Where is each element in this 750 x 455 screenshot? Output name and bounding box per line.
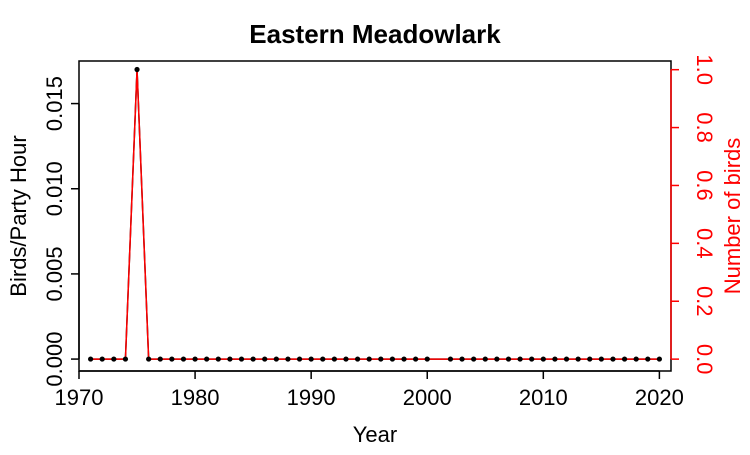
data-point [459,356,465,362]
x-tick-label: 1990 [287,385,336,410]
data-point [88,356,94,362]
data-point [122,356,129,362]
data-point [331,356,337,362]
data-point [215,356,221,362]
data-point [424,356,430,362]
data-point [320,356,326,362]
x-axis: 1970 1980 1990 2000 2010 2020 [55,370,684,410]
data-point [285,356,291,362]
y-tick-label-right: 0.2 [692,286,717,317]
data-point [366,356,372,362]
data-point [633,356,639,362]
data-point [180,356,187,362]
y-tick-label-left: 0.005 [42,246,67,301]
data-point [447,356,454,362]
data-point [517,356,523,362]
y-axis-label-left: Birds/Party Hour [6,135,31,296]
x-tick-label: 2010 [519,385,568,410]
y-axis-right: 0.0 0.2 0.4 0.6 0.8 1.0 [670,54,717,375]
y-tick-label-right: 0.8 [692,112,717,143]
data-point [575,356,581,362]
data-point [413,356,419,362]
y-tick-label-right: 0.6 [692,170,717,201]
data-point [482,356,488,362]
x-tick-label: 1970 [55,385,104,410]
series-line-number-of-birds [90,69,660,360]
data-point [308,356,314,362]
data-point [529,356,535,362]
data-point [273,356,279,362]
data-point [471,356,477,362]
data-point [645,356,651,362]
chart-title: Eastern Meadowlark [249,19,501,49]
y-tick-label-left: 0.015 [42,76,67,131]
data-point [610,356,616,362]
data-point [563,356,570,362]
y-tick-label-right: 1.0 [692,54,717,85]
plot-frame [78,60,672,372]
data-point [238,356,245,362]
data-point [552,356,558,362]
x-axis-label: Year [353,422,397,447]
y-axis-left: 0.000 0.005 0.010 0.015 [42,76,80,387]
data-point [134,66,140,73]
data-point [343,356,349,362]
data-point [621,356,628,362]
series-layer [88,66,662,362]
data-point [146,356,152,362]
data-point [494,356,500,362]
x-tick-label: 1980 [171,385,220,410]
data-point [204,356,210,362]
series-line-birds-per-party-hour [90,69,660,360]
x-tick-label: 2020 [635,385,684,410]
data-point [598,356,604,362]
data-point [227,356,233,362]
data-point [354,356,361,362]
x-tick-label: 2000 [403,385,452,410]
data-point [169,356,175,362]
y-tick-label-left: 0.010 [42,161,67,216]
data-point [250,356,256,362]
data-point [587,356,593,362]
data-point [540,356,546,362]
data-point [389,356,396,362]
y-tick-label-left: 0.000 [42,332,67,387]
y-axis-label-right: Number of birds [720,138,745,295]
data-point [378,356,384,362]
data-point [656,356,662,362]
data-point [111,356,117,362]
data-point [401,356,407,362]
y-tick-label-right: 0.0 [692,344,717,375]
data-point [505,356,512,362]
data-point [262,356,268,362]
data-point [99,356,105,362]
y-tick-label-right: 0.4 [692,228,717,259]
data-point [192,356,198,362]
data-point [157,356,163,362]
data-point [296,356,303,362]
